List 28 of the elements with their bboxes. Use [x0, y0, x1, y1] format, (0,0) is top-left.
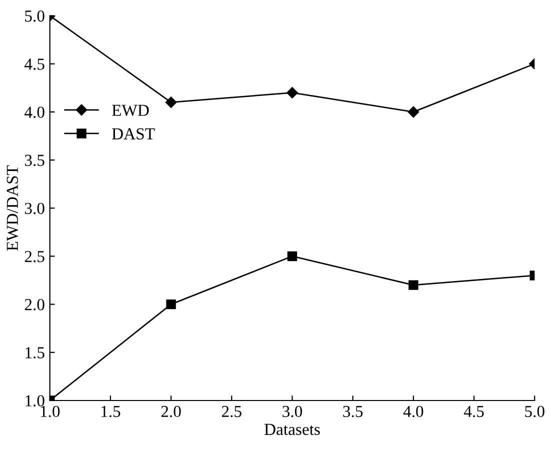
point [287, 251, 298, 262]
y-axis-title: EWD/DAST [6, 165, 18, 251]
y-tick-label: 5.0 [25, 10, 44, 22]
y-tick-label: 4.0 [24, 106, 44, 118]
point [165, 96, 177, 108]
x-tick-label: 1.0 [40, 406, 60, 418]
legend-label: DAST [112, 128, 155, 140]
x-axis-title: Datasets [264, 424, 320, 435]
y-tick-label: 3.0 [24, 202, 44, 214]
point [408, 106, 420, 118]
x-tick-label: 1.5 [102, 406, 120, 418]
legend-label: EWD [112, 104, 149, 116]
x-tick-label: 2.0 [161, 406, 181, 418]
x-tick-label: 5.0 [525, 406, 544, 418]
x-tick-label: 4.5 [464, 406, 484, 418]
x-tick-label: 3.5 [343, 406, 363, 418]
point [408, 280, 418, 290]
y-tick-label: 2.5 [24, 250, 44, 262]
y-tick-label: 1.5 [26, 347, 44, 358]
x-tick-label: 4.0 [403, 406, 424, 418]
y-tick-label: 4.5 [24, 58, 44, 70]
point [286, 87, 298, 98]
y-tick-label: 1.0 [26, 395, 44, 407]
x-tick-label: 3.0 [282, 406, 302, 418]
y-tick-label: 2.0 [24, 299, 44, 310]
point [166, 299, 176, 310]
x-tick-label: 2.5 [222, 406, 242, 418]
y-tick-label: 3.5 [24, 154, 44, 166]
